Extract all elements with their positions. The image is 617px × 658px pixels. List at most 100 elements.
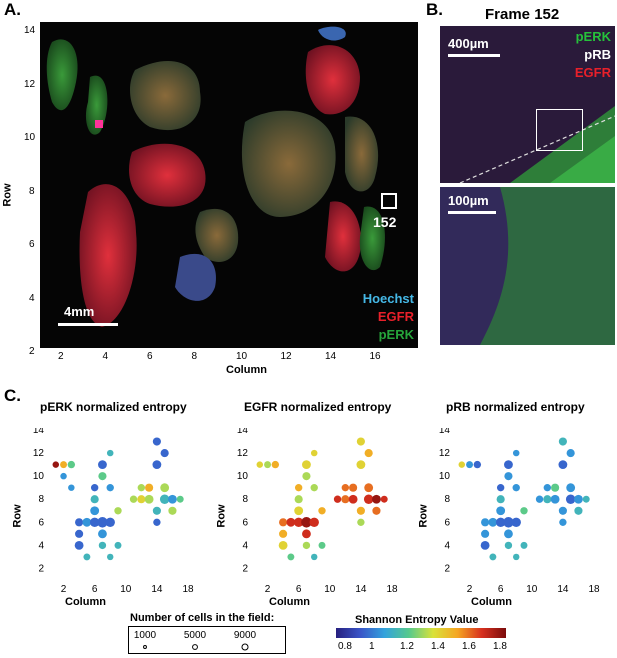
scatter-xtick: 18: [182, 584, 194, 595]
scatter-ylabel: Row: [11, 504, 24, 528]
panel-b-bottom-scalebar: [448, 211, 496, 214]
scatter-point: [294, 495, 303, 504]
scatter-point: [512, 553, 520, 561]
scatter-xtick: 18: [588, 584, 600, 595]
scatter-point: [558, 506, 567, 515]
tissue-section: [129, 143, 206, 207]
scatter-ytick: 2: [242, 563, 248, 574]
scatter-ytick: 12: [33, 448, 45, 459]
tissue-section: [325, 201, 361, 272]
scatter-point: [310, 484, 318, 492]
size-legend-marker: [241, 643, 249, 651]
scatter-point: [559, 518, 567, 526]
scatter-point: [302, 460, 311, 470]
size-legend-title: Number of cells in the field:: [130, 612, 275, 624]
scatter-point: [543, 495, 552, 504]
scatter-point: [380, 495, 388, 503]
scatter-point: [114, 507, 122, 515]
scatter-point: [473, 460, 482, 469]
scatter-point: [574, 506, 583, 515]
tissue-section: [195, 208, 239, 262]
scatter-point: [565, 494, 576, 504]
scatter-point: [160, 483, 170, 493]
scatter-xtick: 2: [61, 584, 67, 595]
tissue-section: [241, 110, 336, 217]
scatter-title: EGFR normalized entropy: [244, 400, 392, 414]
scatter-ytick: 10: [237, 471, 249, 482]
scatter-point: [75, 529, 84, 538]
scatter-point: [89, 517, 100, 528]
panel-a-xtick: 2: [58, 351, 64, 362]
panel-a-legend: Hoechst EGFR pERK: [363, 290, 414, 344]
scatter-xtick: 2: [265, 584, 271, 595]
tissue-section: [305, 45, 360, 115]
scatter-point: [129, 495, 138, 503]
scatter-point: [512, 484, 520, 492]
scatter-point: [302, 529, 311, 539]
frame-152-label: 152: [373, 214, 397, 230]
panel-b-top-scalebar-label: 400µm: [448, 36, 489, 51]
panel-b-legend: pERK pRB EGFR: [575, 28, 611, 82]
scatter-point: [551, 483, 560, 492]
scatter-point: [168, 494, 177, 504]
panel-a-xtick: 8: [191, 351, 198, 362]
scatter-point: [83, 553, 91, 561]
scatter-point: [114, 541, 122, 549]
colorbar-tick: 0.8: [338, 641, 352, 652]
colorbar: [336, 628, 506, 638]
scatter-point: [348, 494, 358, 504]
panel-a-xtick: 12: [280, 351, 292, 362]
scatter-point: [75, 518, 84, 527]
scatter-point: [294, 484, 303, 492]
scatter-point: [364, 483, 374, 493]
scatter-point: [481, 529, 490, 538]
scatter-xlabel: Column: [471, 596, 512, 608]
scatter-xtick: 10: [324, 584, 336, 595]
scatter-point: [496, 495, 505, 504]
legend-entry: pERK: [575, 29, 611, 44]
scatter-point: [287, 553, 295, 561]
scatter-point: [574, 494, 583, 504]
panel-a-xtick: 4: [102, 351, 109, 362]
scatter-point: [105, 517, 115, 528]
scatter-xtick: 10: [526, 584, 538, 595]
scatter-ytick: 10: [33, 471, 45, 482]
scatter-point: [137, 484, 146, 492]
scatter-point: [511, 517, 521, 528]
scatter-point: [145, 483, 154, 492]
scatter-point: [495, 517, 506, 528]
scatter-point: [60, 472, 67, 480]
scatter-point: [309, 517, 319, 528]
scatter-ytick: 6: [38, 517, 44, 528]
scatter-point: [496, 506, 506, 516]
legend-entry: EGFR: [574, 65, 611, 80]
scatter-ylabel: Row: [215, 504, 228, 528]
scatter-point: [68, 484, 75, 491]
scatter-point: [558, 437, 567, 446]
panel-a-xlabel: Column: [226, 364, 267, 376]
scatter-point: [302, 541, 311, 550]
scatter-point: [504, 541, 513, 550]
scatter-point: [480, 540, 490, 550]
tissue-hotspot: [95, 120, 103, 128]
scatter-xtick: 6: [92, 584, 98, 595]
scatter-point: [293, 517, 304, 528]
scatter-ytick: 12: [439, 448, 451, 459]
scatter-title: pRB normalized entropy: [446, 400, 585, 414]
scatter-point: [372, 506, 381, 515]
tissue-section: [46, 39, 78, 111]
scatter-point: [466, 461, 474, 469]
scatter-point: [98, 529, 107, 539]
scatter-point: [279, 529, 288, 538]
scatter-point: [264, 461, 272, 469]
scatter-point: [144, 494, 154, 504]
scatter-point: [558, 460, 568, 470]
panel-a-xtick: 14: [325, 351, 337, 362]
scatter-point: [98, 541, 107, 550]
panel-c-letter: C.: [4, 386, 21, 405]
scatter-ytick: 6: [242, 517, 248, 528]
scatter-point: [512, 449, 520, 457]
scatter-point: [504, 472, 513, 481]
panel-a-ylabel: Row: [1, 183, 14, 207]
panel-a-ytick: 2: [29, 346, 35, 357]
